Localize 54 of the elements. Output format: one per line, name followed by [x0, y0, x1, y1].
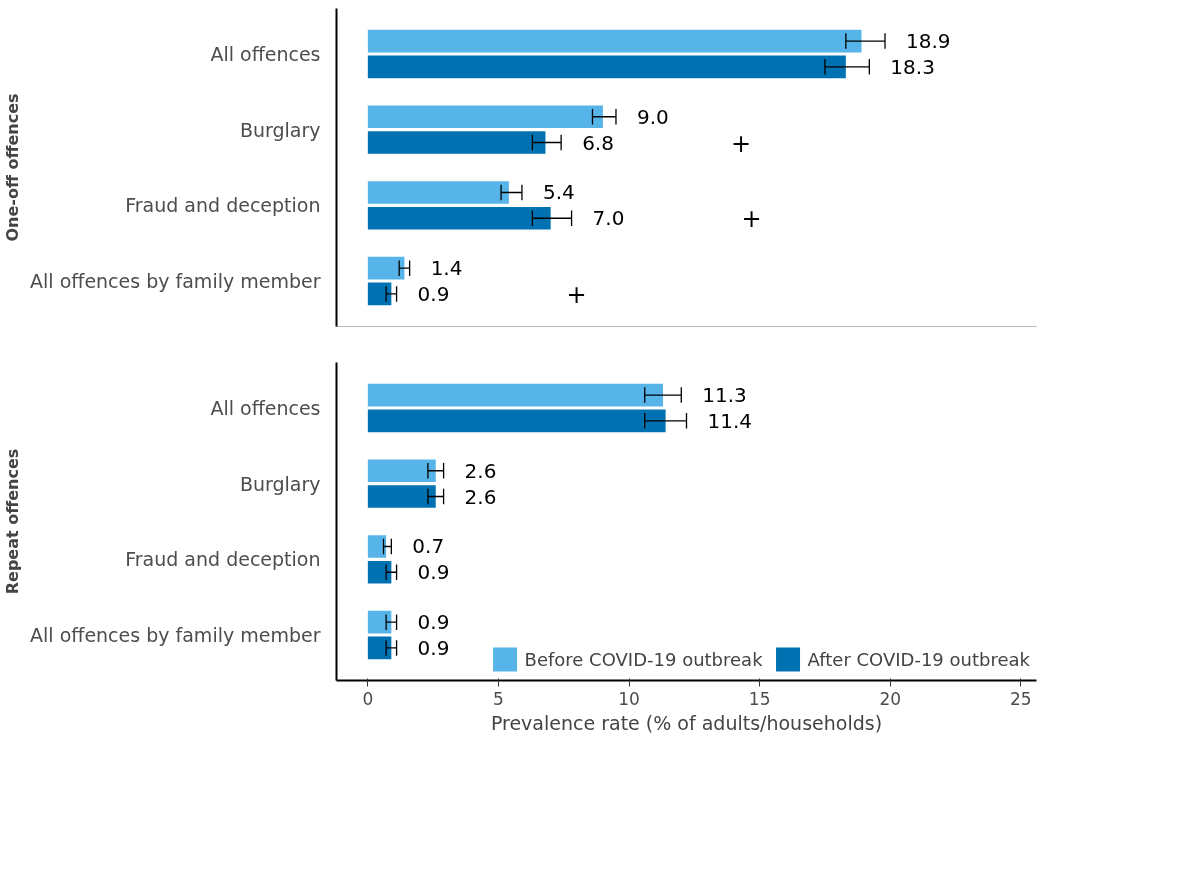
y-tick-label: Burglary: [239, 472, 321, 495]
bar: [367, 459, 436, 483]
x-tick-label: 0: [362, 688, 374, 709]
y-tick-label: Burglary: [239, 118, 321, 141]
bar: [367, 131, 546, 154]
data-label: 1.4: [430, 256, 463, 281]
data-label: 18.9: [906, 29, 951, 54]
data-label: 0.7: [412, 534, 445, 559]
data-label: 6.8: [582, 130, 614, 155]
x-tick-label: 20: [879, 688, 902, 709]
data-label: 2.6: [464, 458, 497, 483]
bar: [367, 105, 603, 129]
y-tick-label: All offences by family member: [30, 270, 321, 293]
y-tick-label: Fraud and deception: [125, 548, 321, 571]
y-axis-title: One-off offences: [3, 93, 23, 242]
legend-label: Before COVID-19 outbreak: [524, 648, 763, 670]
x-tick-label: 25: [1010, 688, 1032, 709]
bar: [367, 282, 392, 306]
data-label: 5.4: [542, 180, 575, 205]
bar: [367, 206, 551, 230]
bar: [367, 55, 846, 79]
x-tick-label: 15: [748, 688, 771, 709]
annotation: +: [731, 129, 752, 158]
y-tick-label: All offences: [210, 42, 321, 65]
bar: [367, 409, 666, 433]
legend-label: After COVID-19 outbreak: [807, 648, 1030, 670]
bar: [367, 610, 392, 634]
y-tick-label: Fraud and deception: [125, 194, 321, 217]
data-label: 7.0: [592, 206, 625, 231]
y-axis-title: Repeat offences: [3, 448, 23, 595]
x-tick-label: 10: [618, 688, 640, 709]
data-label: 9.0: [636, 104, 669, 129]
x-tick-label: 5: [493, 688, 504, 709]
data-label: 0.9: [417, 635, 450, 660]
x-axis-title: Prevalence rate (% of adults/households): [490, 711, 883, 734]
bar: [367, 535, 387, 558]
bar: [367, 485, 436, 508]
bar: [367, 636, 392, 660]
bar: [367, 383, 663, 407]
data-label: 18.3: [890, 54, 935, 79]
data-label: 0.9: [417, 281, 450, 306]
annotation: +: [566, 280, 587, 309]
data-label: 11.3: [702, 383, 747, 408]
bar: [367, 256, 405, 280]
bar: [367, 181, 509, 204]
bar: [367, 560, 392, 584]
data-label: 0.9: [417, 560, 450, 585]
y-tick-label: All offences: [210, 396, 321, 419]
annotation: +: [741, 205, 762, 234]
data-label: 0.9: [417, 610, 450, 635]
data-label: 11.4: [707, 408, 753, 433]
y-tick-label: All offences by family member: [30, 624, 321, 647]
data-label: 2.6: [464, 484, 497, 509]
bar: [367, 29, 862, 53]
